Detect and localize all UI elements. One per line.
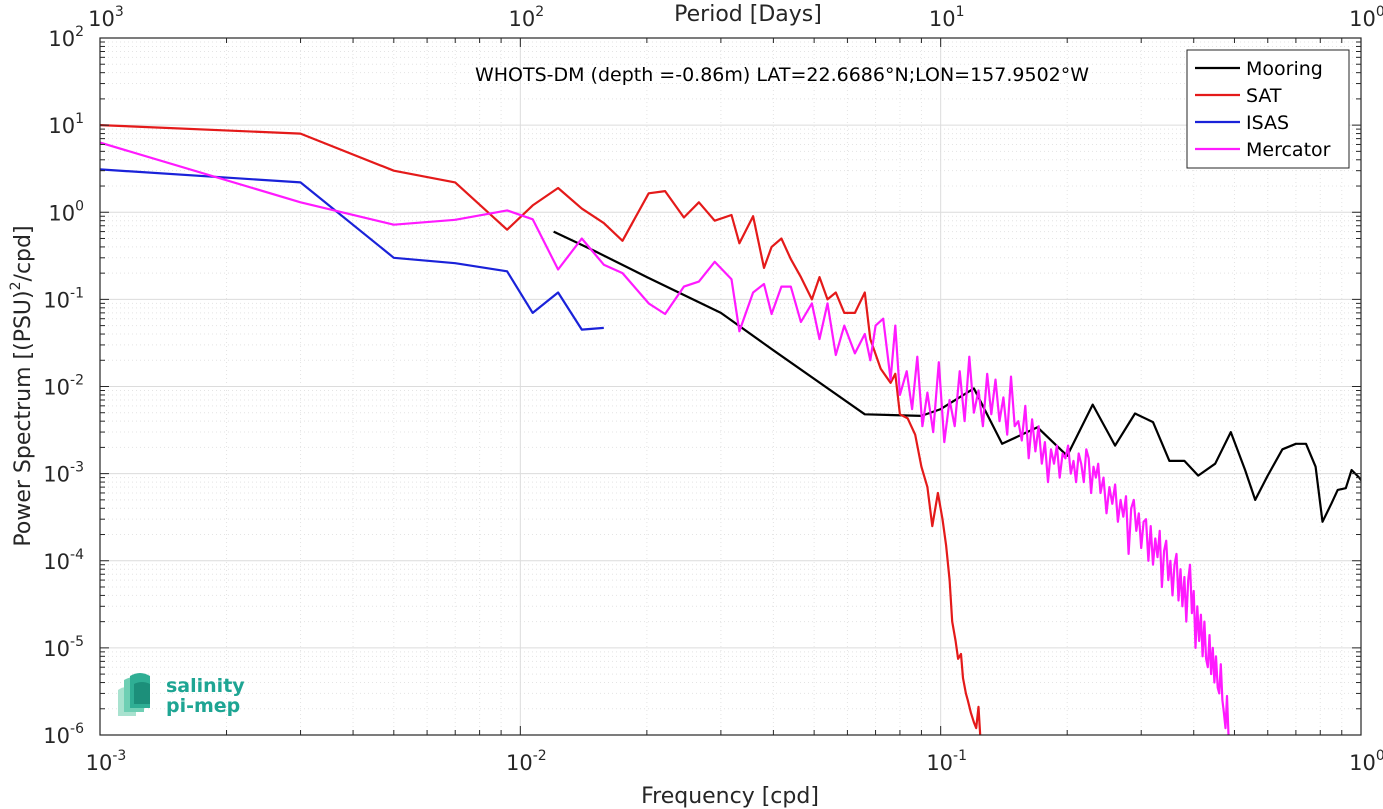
- logo-text-salinity: salinity: [166, 675, 245, 697]
- series-group: [100, 124, 1361, 735]
- y-tick-label: 10-6: [43, 721, 84, 748]
- top-tick-label: 102: [509, 4, 545, 31]
- legend: Mooring SAT ISAS Mercator: [1186, 49, 1350, 169]
- x-tick-label: 10-2: [506, 748, 547, 775]
- legend-label-mooring: Mooring: [1246, 58, 1323, 80]
- y-tick-label: 101: [48, 111, 84, 138]
- legend-label-isas: ISAS: [1246, 112, 1289, 134]
- y-tick-label: 10-3: [43, 460, 84, 487]
- y-tick-label: 102: [48, 24, 84, 51]
- logo-text-pi-mep: pi-mep: [166, 695, 240, 717]
- y-tick-label: 100: [48, 198, 84, 225]
- top-tick-label: 100: [1349, 4, 1383, 31]
- chart-title: WHOTS-DM (depth =-0.86m) LAT=22.6686°N;L…: [475, 64, 1089, 86]
- series-line-sat: [100, 124, 982, 735]
- y-tick-label: 10-5: [43, 634, 84, 661]
- top-tick-label: 103: [88, 4, 124, 31]
- y-tick-label: 10-1: [43, 285, 84, 312]
- x-tick-label: 10-1: [926, 748, 967, 775]
- salinity-pi-mep-logo: salinity pi-mep: [118, 673, 245, 717]
- x-tick-label: 10-3: [86, 748, 127, 775]
- top-tick-label: 101: [929, 4, 965, 31]
- x-tick-label: 100: [1349, 748, 1383, 775]
- tick-marks: [99, 38, 1361, 736]
- series-line-isas: [100, 168, 604, 331]
- y-tick-label: 10-4: [43, 547, 84, 574]
- series-line-mercator: [100, 141, 1230, 735]
- top-axis-label: Period [Days]: [674, 2, 822, 27]
- legend-label-sat: SAT: [1246, 85, 1282, 107]
- y-axis-label: Power Spectrum [(PSU)2/cpd]: [8, 225, 36, 546]
- y-tick-label: 10-2: [43, 373, 84, 400]
- x-axis-label: Frequency [cpd]: [641, 784, 819, 809]
- legend-label-mercator: Mercator: [1246, 139, 1331, 161]
